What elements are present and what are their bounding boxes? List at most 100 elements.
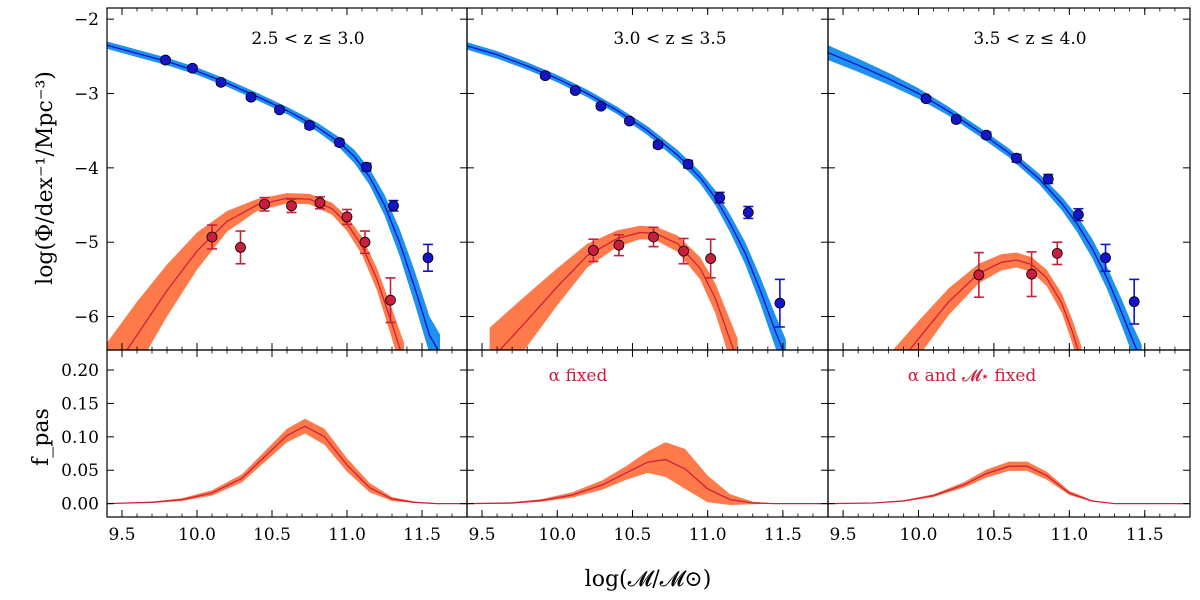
fpas-band-3 [828, 461, 1190, 504]
y-axis-label-bottom: f_pas [29, 408, 54, 466]
passive-point [341, 211, 353, 223]
total-fit-band-3 [828, 45, 1142, 350]
y-tick-label-bottom: 0.20 [61, 361, 99, 381]
annotation-alpha-fixed: α fixed [549, 366, 608, 386]
x-tick-label: 10.0 [538, 525, 576, 545]
total-point [187, 62, 198, 74]
passive-fit-line-3 [908, 259, 1079, 350]
total-point [950, 114, 962, 125]
total-fit-line-3 [828, 52, 1138, 350]
passive-point [385, 294, 396, 306]
bottom-panel-frame-2 [466, 349, 829, 518]
passive-point [587, 244, 599, 256]
passive-fit-band-2 [489, 225, 738, 350]
y-axis-label-top: log(Φ/dex⁻¹/Mpc⁻³) [33, 71, 58, 285]
total-point [334, 137, 345, 148]
fit-lines [107, 44, 1190, 505]
top-panel-frame-2 [466, 7, 829, 351]
panel-label-3: 3.5 < z ≤ 4.0 [973, 29, 1086, 49]
x-tick-label: 9.5 [469, 525, 496, 545]
fpas-line-2 [467, 458, 828, 505]
total-point [624, 115, 635, 127]
total-fit-line-2 [467, 45, 784, 350]
x-tick-label: 10.0 [178, 525, 216, 545]
passive-point [705, 253, 717, 264]
total-point [304, 120, 315, 131]
passive-point [235, 241, 246, 253]
total-fit-band-1 [107, 41, 440, 350]
fpas-band-1 [107, 418, 467, 504]
y-tick-label-top: −6 [74, 308, 99, 328]
total-point [422, 252, 434, 264]
y-tick-label-bottom: 0.05 [61, 461, 99, 481]
passive-point [613, 239, 625, 251]
x-tick-label: 10.5 [614, 525, 652, 545]
total-fit-line-1 [107, 44, 439, 350]
passive-point [314, 197, 326, 209]
total-point [160, 54, 171, 66]
passive-fit-line-2 [499, 231, 735, 350]
passive-point [648, 231, 659, 243]
total-point [361, 161, 372, 173]
total-point [274, 104, 285, 116]
total-point [539, 70, 551, 82]
passive-point [678, 245, 689, 257]
x-tick-label: 10.0 [900, 525, 938, 545]
y-tick-label-bottom: 0.10 [61, 428, 99, 448]
x-tick-label: 9.5 [108, 525, 135, 545]
y-tick-label-bottom: 0.00 [61, 495, 99, 515]
y-tick-label-top: −4 [74, 159, 99, 179]
x-tick-label: 11.0 [328, 525, 366, 545]
total-point [1128, 296, 1140, 308]
total-point [920, 93, 932, 105]
total-point [980, 129, 992, 141]
passive-point [973, 269, 985, 281]
total-point [215, 76, 227, 88]
x-tick-label: 9.5 [830, 525, 857, 545]
total-point [1042, 173, 1054, 185]
x-tick-label: 11.5 [1126, 525, 1164, 545]
total-point [682, 158, 694, 170]
x-tick-label: 11.0 [1050, 525, 1088, 545]
total-point [774, 297, 786, 309]
passive-fit-band-3 [892, 252, 1082, 350]
x-tick-label: 11.5 [764, 525, 802, 545]
passive-point [1051, 247, 1063, 259]
total-point [245, 91, 257, 103]
total-point [1072, 209, 1084, 221]
y-tick-label-bottom: 0.15 [61, 394, 99, 414]
passive-point [206, 231, 218, 243]
x-axis-label: log(𝓜/𝓜⊙) [585, 567, 712, 592]
passive-fit-line-1 [126, 197, 402, 350]
y-tick-label-top: −5 [74, 233, 99, 253]
y-tick-label-top: −2 [74, 10, 99, 30]
panel-label-2: 3.0 < z ≤ 3.5 [613, 29, 726, 49]
axis-text: 2.5 < z ≤ 3.0 3.0 < z ≤ 3.5 3.5 < z ≤ 4.… [29, 10, 1164, 592]
panel-label-1: 2.5 < z ≤ 3.0 [251, 29, 364, 49]
total-point [714, 192, 726, 203]
total-point [595, 100, 607, 112]
x-tick-label: 10.5 [253, 525, 291, 545]
passive-point [286, 200, 297, 212]
x-tick-label: 11.5 [403, 525, 441, 545]
axis-ticks [106, 8, 1191, 517]
fpas-band-2 [467, 442, 828, 505]
x-tick-label: 10.5 [975, 525, 1013, 545]
total-point [652, 139, 664, 151]
annotation-alpha-mstar-fixed: α and 𝓜⋆ fixed [908, 366, 1037, 386]
fpas-line-3 [828, 465, 1190, 505]
total-point [1100, 252, 1111, 264]
total-point [388, 200, 399, 212]
y-tick-label-top: −3 [74, 85, 99, 105]
fpas-line-1 [107, 425, 467, 505]
data-points [160, 54, 1140, 328]
x-tick-label: 11.0 [689, 525, 727, 545]
passive-point [1026, 268, 1038, 280]
passive-point [359, 236, 371, 248]
total-point [1011, 152, 1022, 164]
passive-fit-band-1 [107, 193, 404, 350]
passive-point [259, 198, 270, 210]
total-point [742, 207, 754, 218]
total-point [569, 85, 581, 96]
